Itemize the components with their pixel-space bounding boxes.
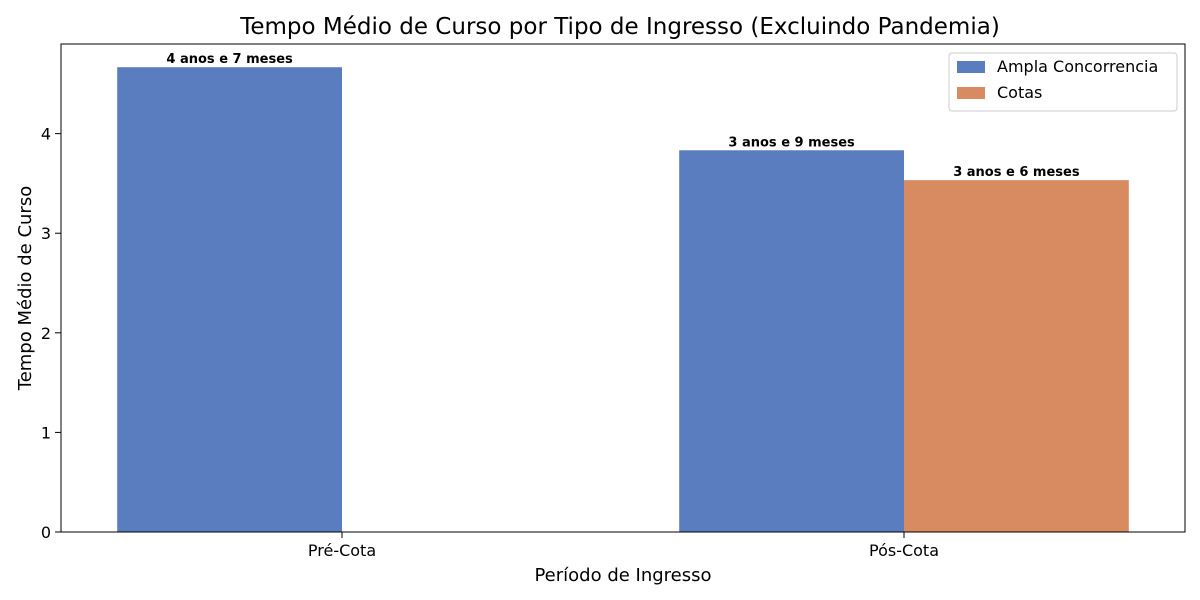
y-axis-label: Tempo Médio de Curso — [15, 186, 36, 391]
y-tick-label: 2 — [41, 324, 51, 343]
plot-frame — [60, 43, 1186, 533]
bar-1-1 — [904, 180, 1129, 533]
bar-value-label: 4 anos e 7 meses — [166, 52, 293, 67]
bar-0-0 — [117, 67, 342, 532]
legend-box — [948, 52, 1178, 112]
x-axis-label: Período de Ingresso — [534, 565, 711, 586]
y-tick-label: 4 — [41, 125, 51, 144]
y-tick-label: 3 — [41, 224, 51, 243]
legend-label: Cotas — [997, 83, 1042, 102]
legend-swatch — [957, 87, 985, 99]
x-tick-label: Pré-Cota — [308, 541, 376, 560]
legend: Ampla Concorrencia Cotas — [948, 52, 1178, 112]
chart-title: Tempo Médio de Curso por Tipo de Ingress… — [239, 14, 1000, 40]
plot-area: 4 anos e 7 meses 3 anos e 9 meses 3 anos e… — [41, 43, 1186, 560]
bar-value-label: 3 anos e 9 meses — [728, 135, 855, 150]
y-tick-label: 0 — [41, 523, 51, 542]
legend-swatch — [957, 61, 985, 73]
bar-0-1 — [679, 150, 904, 532]
legend-label: Ampla Concorrencia — [997, 57, 1158, 76]
bar-value-label: 3 anos e 6 meses — [953, 165, 1080, 180]
x-tick-label: Pós-Cota — [869, 541, 939, 560]
y-tick-label: 1 — [41, 423, 51, 442]
